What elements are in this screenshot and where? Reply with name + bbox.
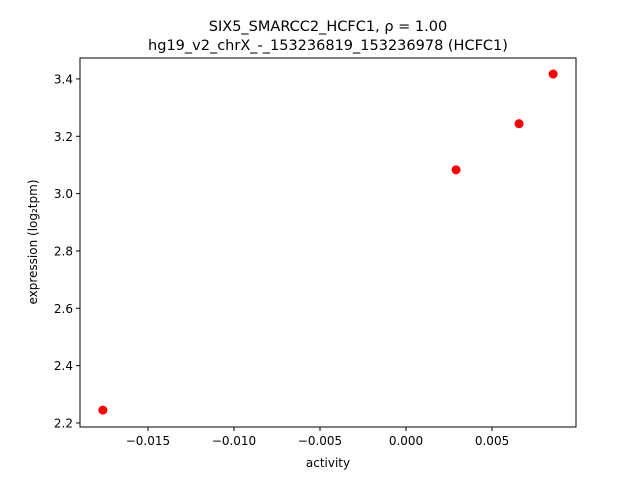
y-tick-label: 3.2 [54,130,73,144]
data-point [514,119,524,129]
x-tick-label: −0.010 [212,434,256,448]
data-point [98,405,108,415]
x-tick-label: −0.015 [126,434,170,448]
plot-area-frame [79,57,577,428]
y-axis-label: expression (log₂tpm) [26,179,40,304]
y-tick-label: 2.2 [54,416,73,430]
chart-title-line2: hg19_v2_chrX_-_153236819_153236978 (HCFC… [148,38,508,54]
y-tick-label: 2.6 [54,302,73,316]
data-point [451,165,461,175]
y-tick-label: 3.0 [54,187,73,201]
x-tick-label: −0.005 [298,434,342,448]
x-tick-label: 0.000 [389,434,423,448]
data-point [548,69,558,79]
y-tick-label: 2.4 [54,359,73,373]
y-tick-label: 3.4 [54,72,73,86]
x-tick-label: 0.005 [475,434,509,448]
y-tick-label: 2.8 [54,244,73,258]
chart-title-line1: SIX5_SMARCC2_HCFC1, ρ = 1.00 [209,19,447,35]
x-axis-label: activity [306,456,350,470]
